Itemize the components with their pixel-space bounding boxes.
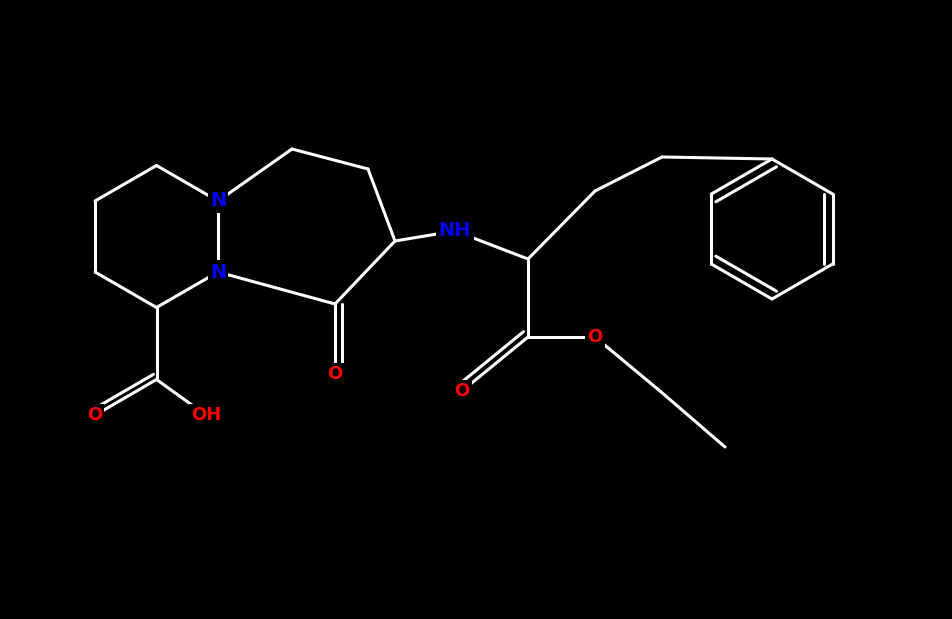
Text: N: N [209, 262, 227, 282]
Text: O: O [587, 328, 603, 346]
Text: OH: OH [191, 407, 222, 425]
Text: O: O [327, 365, 343, 383]
Text: O: O [87, 407, 102, 425]
Text: O: O [454, 382, 469, 400]
Text: N: N [209, 191, 227, 210]
Text: NH: NH [439, 222, 471, 241]
